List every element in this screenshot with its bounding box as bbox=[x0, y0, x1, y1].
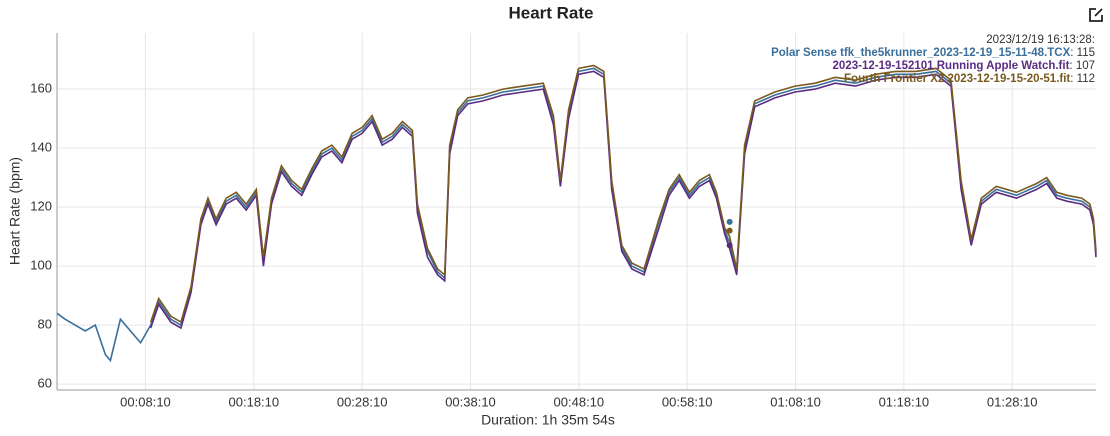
tooltip-separator: : bbox=[1070, 47, 1076, 59]
plot bbox=[56, 64, 1097, 363]
x-tick-label: 00:38:10 bbox=[445, 394, 496, 409]
tooltip-value: 112 bbox=[1077, 73, 1095, 85]
tooltip-series-name: 2023-12-19-152101 Running Apple Watch.fi… bbox=[833, 60, 1070, 72]
y-tick-label: 60 bbox=[38, 376, 52, 391]
hover-marker bbox=[726, 227, 733, 234]
y-tick-label: 100 bbox=[30, 258, 52, 273]
x-tick-label: 00:08:10 bbox=[120, 394, 171, 409]
series-line bbox=[149, 70, 1097, 330]
hover-marker bbox=[726, 218, 733, 225]
tooltip-separator: : bbox=[1069, 60, 1075, 72]
grid: 60 80 100 120 140 160 00:08:10 00:18:10 00:28:10… bbox=[30, 33, 1096, 409]
x-tick-label: 00:48:10 bbox=[554, 394, 605, 409]
x-tick-label: 01:08:10 bbox=[770, 394, 821, 409]
series-line bbox=[149, 64, 1097, 324]
tooltip-entry: 2023-12-19-152101 Running Apple Watch.fi… bbox=[833, 60, 1095, 72]
y-axis-label: Heart Rate (bpm) bbox=[7, 157, 23, 265]
tooltip-series-name: Polar Sense tfk_the5krunner_2023-12-19_1… bbox=[771, 47, 1070, 59]
x-tick-label: 00:18:10 bbox=[229, 394, 280, 409]
tooltip-time: 2023/12/19 16:13:28: bbox=[986, 34, 1095, 46]
tooltip-separator: : bbox=[1070, 73, 1076, 85]
edit-icon[interactable] bbox=[1089, 8, 1103, 22]
x-tick-label: 00:28:10 bbox=[337, 394, 388, 409]
tooltip-value: 107 bbox=[1076, 60, 1095, 72]
x-tick-label: 01:28:10 bbox=[987, 394, 1038, 409]
y-tick-label: 120 bbox=[30, 199, 52, 214]
tooltip-value: 115 bbox=[1077, 47, 1095, 59]
hover-marker bbox=[726, 242, 733, 249]
y-tick-label: 80 bbox=[38, 317, 52, 332]
tooltip: 2023/12/19 16:13:28:Polar Sense tfk_the5… bbox=[726, 34, 1095, 249]
chart-title: Heart Rate bbox=[508, 3, 593, 22]
y-tick-label: 160 bbox=[30, 80, 52, 95]
x-tick-label: 00:58:10 bbox=[662, 394, 713, 409]
tooltip-entry: Polar Sense tfk_the5krunner_2023-12-19_1… bbox=[771, 47, 1095, 59]
tooltip-series-name: Fourth Frontier X2 2023-12-19-15-20-51.f… bbox=[844, 73, 1070, 85]
y-tick-label: 140 bbox=[30, 140, 52, 155]
edit-icon-box bbox=[1089, 8, 1103, 22]
edit-icon-pen bbox=[1094, 8, 1103, 17]
series-line bbox=[56, 67, 1097, 363]
x-axis-label: Duration: 1h 35m 54s bbox=[481, 412, 615, 428]
x-tick-label: 01:18:10 bbox=[879, 394, 930, 409]
tooltip-entry: Fourth Frontier X2 2023-12-19-15-20-51.f… bbox=[844, 73, 1095, 85]
